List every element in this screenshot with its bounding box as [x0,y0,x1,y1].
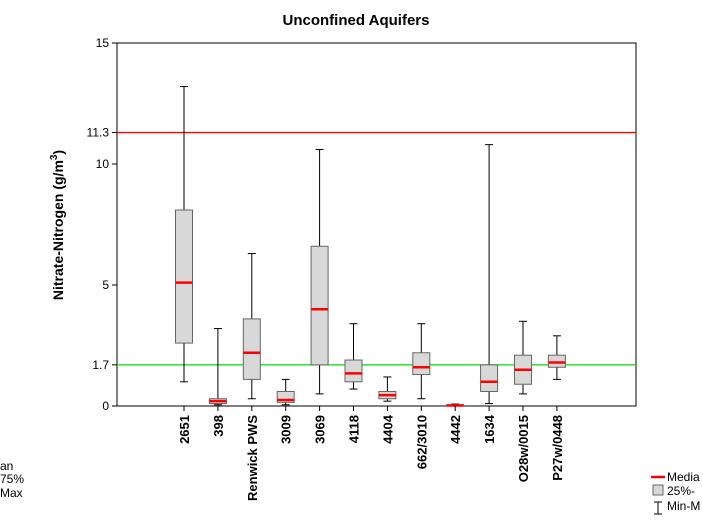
legend-left-text: Max [0,486,23,500]
y-tick-label: 11.3 [87,126,110,140]
x-category-label: 2651 [177,415,192,444]
y-axis-label-main: Nitrate-Nitrogen (g/m [50,160,66,300]
legend-left-text: 75% [0,472,24,486]
y-tick-label: 0 [102,399,109,413]
box-iqr [344,359,363,383]
y-axis-label: Nitrate-Nitrogen (g/m3) [49,150,66,300]
box-7 [412,323,431,400]
y-tick-label: 15 [96,36,110,50]
y-tick-label: 5 [102,278,109,292]
y-axis: 0 1.7 5 10 11.3 15 [87,36,117,413]
x-category-label: 662/3010 [414,415,429,469]
x-category-label: Renwick PWS [245,415,260,501]
box-8 [446,403,465,407]
x-category-label: 3009 [279,415,294,444]
y-tick-label: 10 [96,157,110,171]
x-category-label: 3069 [313,415,328,444]
box-iqr [276,390,295,403]
box-9 [480,144,499,405]
box-iqr [412,352,431,376]
y-axis-label-superscript: 3 [49,154,60,160]
legend-left-text: an [0,459,13,473]
boxes [175,86,566,407]
box-3 [276,378,295,406]
box-iqr [480,364,499,392]
box-iqr [310,245,329,366]
y-tick-label: 1.7 [92,358,109,372]
box-2 [242,253,261,400]
box-5 [344,323,363,390]
x-axis: 2651 398 Renwick PWS 3009 3069 4118 4404 662/30… [177,406,565,501]
x-category-label: 4404 [380,414,395,444]
box-6 [378,376,397,402]
box-10 [514,320,532,395]
x-category-label: O28w/0015 [516,415,531,482]
chart-title: Unconfined Aquifers [283,12,430,29]
legend-right-text: 25%- [667,484,695,498]
box-iqr [242,318,261,380]
legend-right-text: Media [667,470,700,484]
plot-frame [116,42,637,407]
x-category-label: 398 [211,415,226,437]
box-1 [208,328,227,406]
x-category-label: P27w/0448 [550,415,565,481]
box-iqr [175,209,193,344]
box-11 [547,335,566,380]
box-0 [175,86,193,383]
legend-right-text: Min-M [667,499,700,513]
x-category-label: 4118 [347,415,362,443]
x-category-label: 4442 [448,415,463,444]
y-axis-label-end: ) [50,150,66,155]
x-category-label: 1634 [482,414,497,444]
legend-box-swatch [652,484,664,496]
box-4 [310,148,329,395]
reference-lines [117,131,636,366]
